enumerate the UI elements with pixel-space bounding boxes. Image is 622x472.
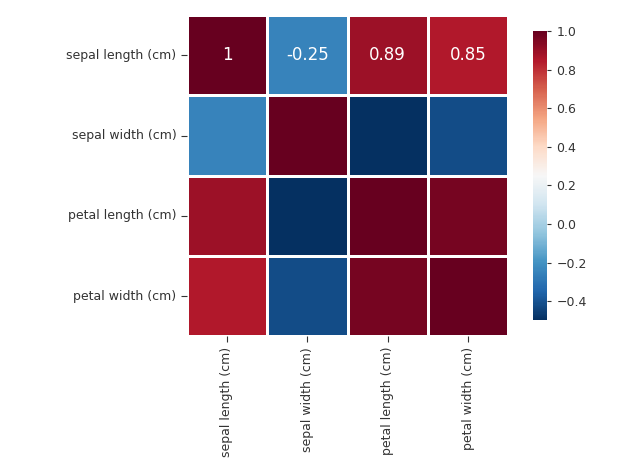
Text: 1: 1 (221, 46, 232, 64)
Text: 0.85: 0.85 (450, 46, 486, 64)
Text: -0.25: -0.25 (286, 46, 329, 64)
Text: 0.89: 0.89 (369, 46, 406, 64)
